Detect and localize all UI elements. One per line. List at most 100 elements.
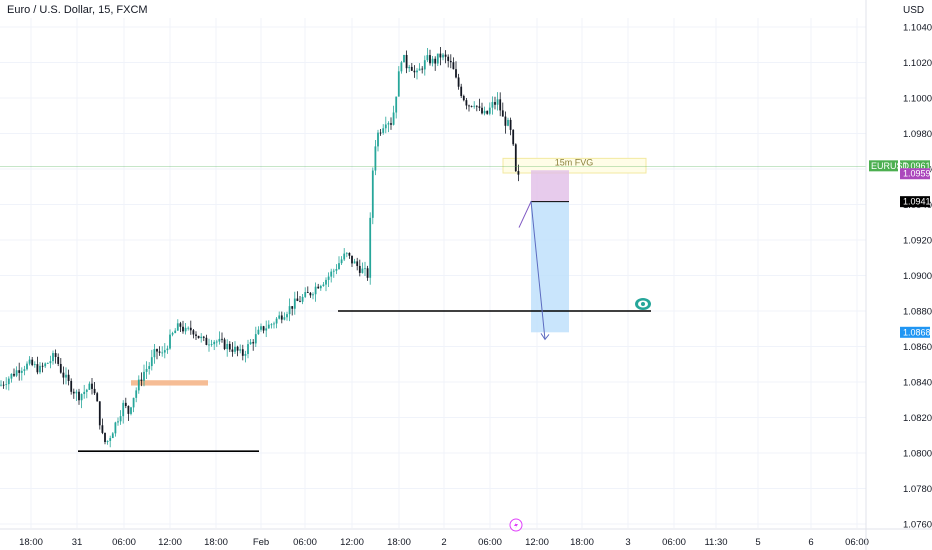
price-scale-currency: USD — [903, 5, 925, 16]
candle-body — [15, 370, 18, 376]
projection-up-arrow[interactable] — [518, 201, 532, 228]
candle-body — [106, 440, 109, 442]
candle-body — [215, 341, 218, 343]
time-tick-label: 06:00 — [845, 537, 869, 548]
candle-body — [457, 77, 460, 87]
candle-body — [512, 129, 515, 145]
candle-body — [223, 339, 226, 350]
candle-body — [140, 379, 143, 381]
candle-body — [353, 261, 356, 264]
candle-body — [403, 54, 405, 63]
candle-body — [330, 271, 333, 277]
candle-body — [395, 96, 398, 113]
candle-body — [54, 353, 57, 357]
candle-body — [475, 105, 478, 107]
candle-body — [111, 433, 114, 439]
candle-body — [486, 110, 489, 114]
candle-body — [413, 70, 416, 73]
drawing-tools[interactable] — [0, 166, 866, 453]
fvg-label: 15m FVG — [555, 157, 594, 167]
candle-body — [13, 373, 15, 376]
candle-body — [132, 397, 135, 408]
candle-body — [369, 217, 372, 278]
candle-body — [98, 401, 101, 426]
candle-body — [436, 53, 439, 64]
time-tick-label: 12:00 — [525, 537, 549, 548]
candle-body — [447, 56, 450, 61]
candle-body — [371, 170, 374, 218]
candle-body — [156, 349, 158, 352]
candle-body — [473, 105, 476, 107]
demand-zone — [131, 380, 208, 386]
take-profit-zone — [531, 201, 569, 333]
candle-body — [174, 330, 177, 334]
time-tick-label: 6 — [808, 537, 813, 548]
candle-body — [322, 284, 325, 286]
price-tick-label: 1.08400 — [903, 378, 932, 389]
candle-body — [335, 269, 338, 271]
candle-body — [85, 389, 88, 392]
price-tick-label: 1.07800 — [903, 484, 932, 495]
candle-body — [231, 349, 234, 352]
candle-body — [88, 383, 91, 390]
candle-body — [205, 337, 208, 345]
price-tick-label: 1.09800 — [903, 129, 932, 140]
candle-body — [244, 354, 247, 356]
candle-body — [80, 394, 83, 401]
candle-body — [153, 349, 156, 358]
chart-title: Euro / U.S. Dollar, 15, FXCM — [7, 4, 148, 16]
price-tick-label: 1.09000 — [903, 271, 932, 282]
candle-body — [166, 348, 169, 351]
candle-body — [439, 53, 442, 58]
candle-body — [124, 402, 127, 406]
candle-body — [514, 144, 517, 172]
candle-body — [460, 86, 463, 96]
candle-body — [96, 393, 99, 402]
candle-body — [169, 334, 171, 349]
candle-body — [62, 372, 65, 378]
candle-body — [465, 100, 468, 106]
candle-body — [26, 363, 28, 370]
candle-body — [501, 110, 504, 117]
candle-body — [83, 391, 86, 395]
candle-body — [257, 329, 260, 335]
candle-body — [325, 279, 327, 285]
candle-body — [210, 344, 213, 346]
candle-body — [434, 58, 437, 64]
candle-body — [117, 421, 119, 423]
candle-body — [288, 306, 291, 315]
candle-body — [236, 346, 239, 351]
candle-body — [65, 374, 67, 378]
candle-body — [189, 327, 192, 331]
candle-body — [72, 391, 75, 394]
eye-icon[interactable] — [635, 298, 651, 310]
candle-body — [273, 323, 275, 325]
candle-body — [5, 384, 8, 385]
candle-body — [200, 336, 203, 339]
projection-down-arrow[interactable] — [530, 200, 546, 340]
candle-body — [0, 384, 2, 386]
candle-body — [208, 344, 210, 346]
candle-body — [49, 361, 52, 364]
price-tick-label: 1.08200 — [903, 413, 932, 424]
candle-body — [312, 294, 314, 296]
candle-body — [218, 338, 221, 342]
candle-body — [361, 268, 364, 273]
candle-body — [247, 344, 249, 355]
candle-body — [358, 265, 361, 273]
candle-body — [18, 370, 21, 373]
price-tick-label: 1.08800 — [903, 307, 932, 318]
candle-body — [127, 405, 130, 414]
candle-body — [213, 341, 216, 345]
candle-body — [296, 298, 299, 301]
lightning-icon[interactable] — [509, 518, 523, 532]
candle-body — [114, 422, 117, 434]
candle-body — [423, 60, 426, 70]
candle-body — [332, 270, 335, 272]
candle-body — [507, 119, 509, 126]
candle-body — [148, 366, 151, 369]
candle-body — [278, 315, 281, 319]
candle-body — [135, 390, 138, 398]
